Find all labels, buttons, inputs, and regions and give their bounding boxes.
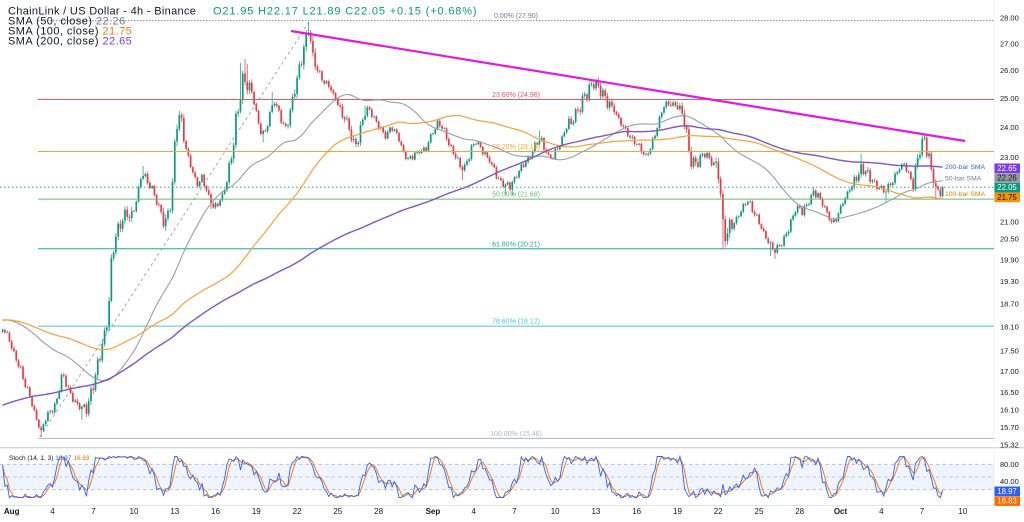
svg-text:16: 16 bbox=[211, 507, 220, 516]
svg-text:10: 10 bbox=[958, 507, 967, 516]
svg-text:22: 22 bbox=[714, 507, 723, 516]
svg-text:23.00: 23.00 bbox=[1000, 153, 1019, 162]
svg-text:Aug: Aug bbox=[4, 507, 20, 516]
svg-text:200-bar SMA: 200-bar SMA bbox=[945, 164, 986, 171]
svg-text:7: 7 bbox=[512, 507, 517, 516]
svg-text:7: 7 bbox=[91, 507, 96, 516]
svg-text:61.80% (20.21): 61.80% (20.21) bbox=[492, 241, 540, 248]
svg-text:SMA (200, close) 22.65: SMA (200, close) 22.65 bbox=[8, 36, 132, 48]
svg-text:25: 25 bbox=[755, 507, 764, 516]
svg-text:13: 13 bbox=[591, 507, 600, 516]
svg-text:22.65: 22.65 bbox=[997, 164, 1017, 173]
svg-text:15.70: 15.70 bbox=[1000, 423, 1019, 432]
svg-text:16.10: 16.10 bbox=[1000, 405, 1019, 414]
svg-text:19.90: 19.90 bbox=[1000, 255, 1019, 264]
svg-text:19: 19 bbox=[673, 507, 682, 516]
svg-text:100.00% (15.46): 100.00% (15.46) bbox=[490, 431, 542, 438]
svg-text:28.00: 28.00 bbox=[1000, 14, 1019, 23]
svg-text:100-bar SMA: 100-bar SMA bbox=[945, 191, 986, 198]
svg-text:16.50: 16.50 bbox=[1000, 388, 1019, 397]
svg-text:40.00: 40.00 bbox=[1000, 477, 1019, 486]
svg-text:78.60% (18.12): 78.60% (18.12) bbox=[492, 319, 540, 326]
svg-text:27.00: 27.00 bbox=[1000, 40, 1019, 49]
svg-text:O21.95 H22.17 L21.89 C22.05 +0: O21.95 H22.17 L21.89 C22.05 +0.15 (+0.68… bbox=[213, 6, 477, 18]
svg-text:38.20% (23.19): 38.20% (23.19) bbox=[492, 144, 540, 151]
svg-text:17.00: 17.00 bbox=[1000, 367, 1019, 376]
svg-text:4: 4 bbox=[471, 507, 476, 516]
svg-text:21.00: 21.00 bbox=[1000, 217, 1019, 226]
svg-text:22.26: 22.26 bbox=[997, 174, 1017, 183]
svg-text:16.83: 16.83 bbox=[997, 497, 1017, 506]
svg-text:22.05: 22.05 bbox=[997, 183, 1017, 192]
svg-text:20.50: 20.50 bbox=[1000, 234, 1019, 243]
svg-text:13: 13 bbox=[170, 507, 179, 516]
svg-text:22: 22 bbox=[293, 507, 302, 516]
svg-text:Sep: Sep bbox=[426, 507, 441, 516]
svg-text:Stoch (14, 1, 3) 18.97 16.83: Stoch (14, 1, 3) 18.97 16.83 bbox=[9, 455, 90, 462]
svg-text:24.00: 24.00 bbox=[1000, 123, 1019, 132]
svg-text:28: 28 bbox=[374, 507, 383, 516]
svg-text:19.30: 19.30 bbox=[1000, 277, 1019, 286]
svg-text:4: 4 bbox=[50, 507, 55, 516]
svg-text:18.10: 18.10 bbox=[1000, 323, 1019, 332]
svg-text:10: 10 bbox=[130, 507, 139, 516]
svg-text:4: 4 bbox=[879, 507, 884, 516]
svg-text:23.60% (24.96): 23.60% (24.96) bbox=[492, 92, 540, 99]
svg-text:25: 25 bbox=[333, 507, 342, 516]
svg-text:16: 16 bbox=[632, 507, 641, 516]
svg-text:10: 10 bbox=[551, 507, 560, 516]
svg-text:50-bar SMA: 50-bar SMA bbox=[945, 176, 982, 183]
svg-text:15.32: 15.32 bbox=[1000, 440, 1019, 449]
svg-text:18.97: 18.97 bbox=[997, 487, 1017, 496]
svg-text:50.00% (21.68): 50.00% (21.68) bbox=[492, 192, 540, 199]
svg-text:SMA (50, close) 22.26: SMA (50, close) 22.26 bbox=[8, 16, 126, 28]
svg-text:28: 28 bbox=[795, 507, 804, 516]
svg-text:18.70: 18.70 bbox=[1000, 299, 1019, 308]
svg-text:Oct: Oct bbox=[834, 507, 848, 516]
svg-text:7: 7 bbox=[920, 507, 925, 516]
svg-text:25.00: 25.00 bbox=[1000, 94, 1019, 103]
svg-text:0.00% (27.90): 0.00% (27.90) bbox=[494, 13, 538, 20]
svg-text:26.00: 26.00 bbox=[1000, 66, 1019, 75]
svg-text:ChainLink / US Dollar - 4h - B: ChainLink / US Dollar - 4h - Binance bbox=[8, 6, 196, 18]
svg-text:SMA (100, close) 21.75: SMA (100, close) 21.75 bbox=[8, 26, 132, 38]
svg-text:21.75: 21.75 bbox=[997, 193, 1017, 202]
svg-text:80.00: 80.00 bbox=[1000, 460, 1019, 469]
svg-text:19: 19 bbox=[252, 507, 261, 516]
svg-text:17.50: 17.50 bbox=[1000, 346, 1019, 355]
